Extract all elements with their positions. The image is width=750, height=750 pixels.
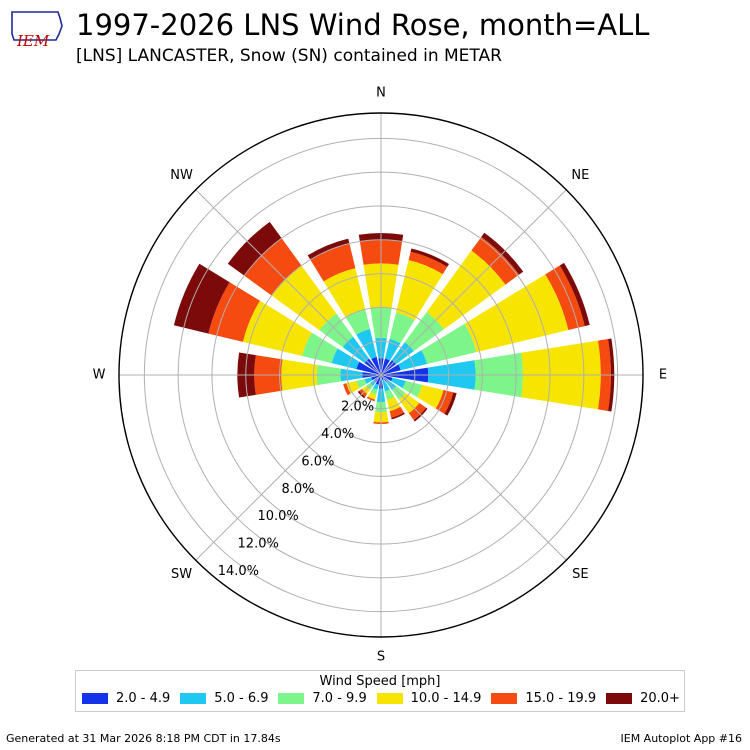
sector-ene-bin-0	[381, 364, 401, 375]
legend-item: 20.0+	[606, 691, 680, 706]
sector-sse-bin-1	[382, 379, 390, 392]
footer-generated: Generated at 31 Mar 2026 8:18 PM CDT in …	[6, 732, 281, 745]
radial-tick-label: 6.0%	[301, 454, 334, 469]
sector-nnw-bin-0	[371, 356, 381, 375]
legend-item: 15.0 - 19.9	[491, 691, 596, 706]
radial-tick-label: 14.0%	[218, 564, 259, 579]
sector-ssw-bin-3	[367, 392, 377, 400]
legend-swatch	[606, 693, 633, 704]
sector-ese-bin-0	[381, 375, 393, 382]
legend-item: 2.0 - 4.9	[82, 691, 170, 706]
iowa-state-outline-icon	[11, 11, 63, 41]
sector-wsw-bin-1	[364, 377, 373, 384]
compass-label-s: S	[377, 650, 385, 665]
grid-spoke-3	[380, 374, 567, 561]
sector-sse-bin-5	[391, 412, 405, 420]
grid-spoke-7	[195, 189, 382, 376]
chart-subtitle: [LNS] LANCASTER, Snow (SN) contained in …	[76, 46, 502, 66]
sector-wsw-bin-2	[356, 378, 367, 389]
compass-label-w: W	[93, 368, 106, 383]
sector-wnw-bin-4	[208, 282, 260, 342]
legend-item: 5.0 - 6.9	[180, 691, 269, 706]
radial-tick-label: 12.0%	[238, 537, 279, 552]
legend-label: 5.0 - 6.9	[214, 691, 269, 706]
sector-nne-bin-1	[384, 338, 401, 361]
sector-layer	[173, 221, 615, 425]
sector-nne-bin-0	[381, 358, 390, 375]
sector-nnw-bin-4	[310, 243, 356, 282]
legend: Wind Speed [mph] 2.0 - 4.9 5.0 - 6.9 7.0…	[75, 670, 685, 712]
legend-swatch	[82, 693, 108, 704]
legend-items: 2.0 - 4.9 5.0 - 6.9 7.0 - 9.9 10.0 - 14.…	[82, 691, 680, 706]
legend-label: 2.0 - 4.9	[116, 691, 171, 706]
logo-text: IEM	[16, 32, 50, 50]
sector-ese-bin-2	[402, 380, 423, 398]
sector-ene-bin-3	[464, 274, 569, 353]
sector-ene-bin-2	[421, 323, 477, 364]
sector-ese-bin-3	[417, 384, 444, 409]
chart-title: 1997-2026 LNS Wind Rose, month=ALL	[76, 8, 650, 42]
sector-nne-bin-3	[395, 259, 443, 321]
compass-label-nw: NW	[170, 168, 193, 183]
legend-label: 10.0 - 14.9	[410, 691, 482, 706]
radial-tick-label: 4.0%	[321, 427, 354, 442]
legend-item: 7.0 - 9.9	[278, 691, 367, 706]
sector-sse-bin-4	[389, 406, 404, 418]
sector-sse-bin-2	[384, 389, 395, 400]
sector-ssw-bin-2	[370, 387, 378, 395]
sector-wsw-bin-4	[343, 383, 351, 396]
grid-layer	[118, 112, 644, 638]
footer-app-id: IEM Autoplot App #16	[620, 732, 743, 745]
sector-nne-bin-4	[408, 251, 448, 275]
sector-ssw-bin-0	[375, 375, 381, 385]
grid-spoke-1	[380, 189, 567, 376]
iem-logo: IEM	[11, 11, 63, 50]
legend-swatch	[180, 693, 207, 704]
radial-tick-label: 10.0%	[257, 509, 298, 524]
legend-swatch	[491, 693, 518, 704]
sector-wnw-bin-5	[173, 263, 230, 334]
sector-ene-bin-1	[398, 350, 428, 371]
legend-label: 15.0 - 19.9	[525, 691, 597, 706]
sector-nne-bin-5	[410, 248, 450, 267]
sector-nne-bin-2	[389, 312, 415, 344]
compass-label-se: SE	[572, 567, 588, 582]
sector-nnw-bin-3	[323, 268, 366, 318]
compass-label-n: N	[376, 86, 386, 101]
sector-ssw-bin-4	[366, 396, 376, 402]
radial-tick-label: 8.0%	[281, 482, 314, 497]
radial-tick-label: 2.0%	[341, 400, 374, 415]
legend-swatch	[278, 693, 305, 704]
legend-label: 20.0+	[640, 691, 680, 706]
outer-ring	[118, 112, 644, 638]
sector-nnw-bin-5	[307, 238, 350, 260]
sector-ese-bin-5	[444, 392, 457, 416]
legend-item: 10.0 - 14.9	[376, 691, 482, 706]
compass-label-ne: NE	[571, 168, 589, 183]
grid-spoke-5	[195, 374, 382, 561]
sector-wnw-bin-0	[356, 361, 381, 375]
legend-swatch	[376, 693, 403, 704]
compass-label-sw: SW	[171, 567, 192, 582]
sector-wsw-bin-3	[346, 380, 360, 394]
wind-rose-chart: N NE E SE S SW W NW 2.0% 4.0% 6.0% 8.0% 10.0% 12.0% 14…	[93, 86, 668, 665]
sector-ene-bin-5	[559, 262, 590, 327]
compass-label-e: E	[659, 368, 667, 383]
sector-ese-bin-1	[391, 377, 406, 389]
legend-title: Wind Speed [mph]	[319, 674, 441, 689]
sector-wnw-bin-1	[331, 348, 360, 370]
sector-nnw-bin-2	[345, 309, 370, 335]
sector-wnw-bin-2	[302, 332, 338, 364]
legend-label: 7.0 - 9.9	[312, 691, 367, 706]
label-layer: N NE E SE S SW W NW 2.0% 4.0% 6.0% 8.0% 10.0% 12.0% 14…	[93, 86, 668, 665]
sector-wsw-bin-0	[371, 375, 381, 381]
sector-ssw-bin-1	[373, 383, 379, 390]
